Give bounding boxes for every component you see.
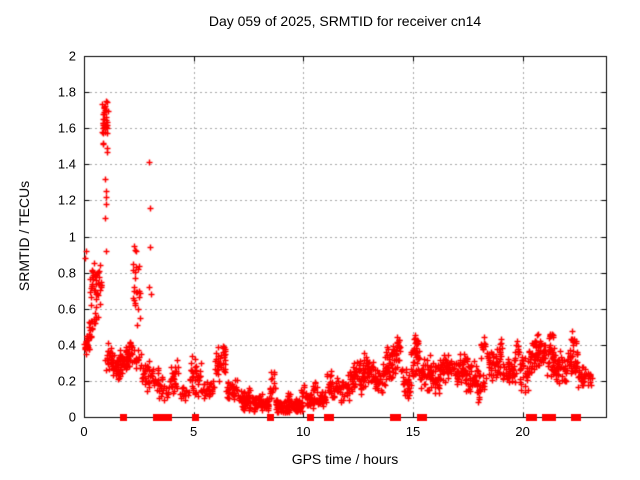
y-tick-label: 1 (68, 229, 76, 244)
x-tick-label: 15 (405, 424, 421, 439)
y-tick-label: 0.2 (57, 373, 76, 389)
y-tick-label: 0.8 (57, 265, 76, 281)
x-tick-label: 5 (190, 424, 198, 439)
y-tick-label: 0.4 (57, 337, 76, 353)
y-tick-label: 1.2 (57, 192, 76, 208)
x-tick-label: 0 (80, 424, 88, 439)
y-tick-label: 2 (68, 48, 76, 64)
y-tick-label: 0 (68, 409, 76, 425)
y-tick-label: 1.4 (57, 156, 76, 172)
x-tick-label: 20 (515, 424, 530, 439)
x-tick-label: 10 (296, 424, 311, 439)
x-axis-label: GPS time / hours (291, 451, 399, 467)
y-tick-label: 1.6 (57, 120, 76, 136)
y-tick-label: 1.8 (57, 84, 76, 100)
y-tick-label: 0.6 (57, 301, 76, 317)
chart-title: Day 059 of 2025, SRMTID for receiver cn1… (208, 13, 482, 29)
